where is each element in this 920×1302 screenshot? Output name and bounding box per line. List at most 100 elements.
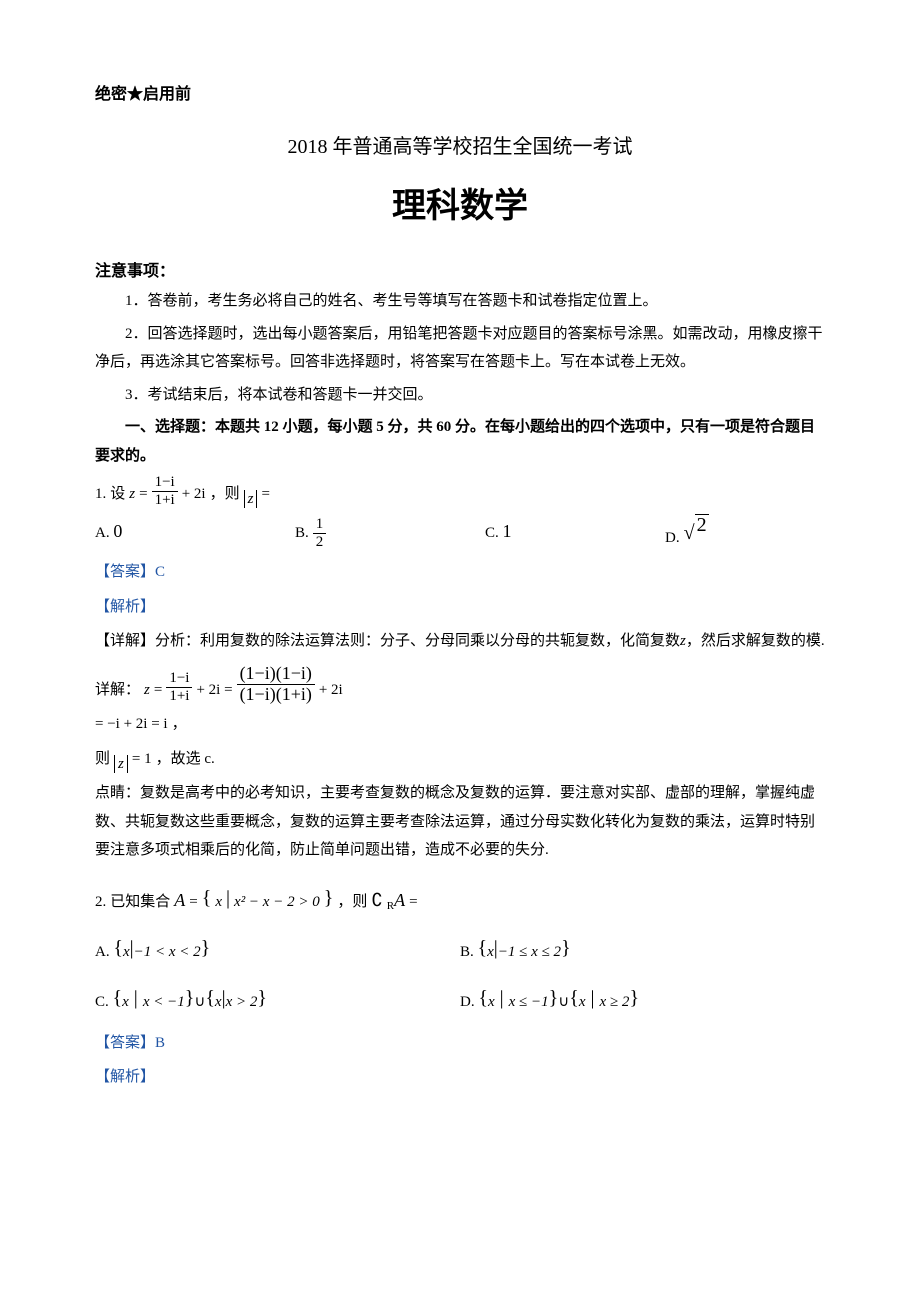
q1-choice-c: C. 1: [485, 514, 665, 552]
q2-x: x: [215, 888, 222, 917]
frac-den: 1+i: [166, 688, 192, 705]
union-icon: ∪: [558, 988, 569, 1017]
brace-close-icon: }: [324, 879, 334, 917]
q1-frac-den: 1+i: [152, 492, 178, 509]
q2-choice-a: A. { x | −1 < x < 2 }: [95, 923, 460, 973]
brace-open-icon: {: [113, 929, 123, 967]
q2-cond: x² − x − 2 > 0: [234, 888, 320, 917]
q2-choice-b: B. { x | −1 ≤ x ≤ 2 }: [460, 923, 825, 973]
section-1-heading: 一、选择题：本题共 12 小题，每小题 5 分，共 60 分。在每小题给出的四个…: [95, 413, 825, 470]
q1-step1: 详解： z = 1−i 1+i + 2i = (1−i)(1−i) (1−i)(…: [95, 664, 825, 705]
choice-label: B.: [460, 938, 474, 967]
q1-frac-num: 1−i: [152, 474, 178, 492]
brace-open-icon: {: [478, 929, 488, 967]
step-z: z: [144, 676, 150, 705]
frac-num: (1−i)(1−i): [237, 664, 315, 685]
step3-lead: 则: [95, 745, 110, 774]
q1-number: 1.: [95, 480, 106, 509]
q2-choice-d: D. { x | x ≤ −1 } ∪ { x | x ≥ 2 }: [460, 973, 825, 1023]
brace-close-icon: }: [549, 979, 559, 1017]
set-cond: −1 < x < 2: [134, 938, 201, 967]
note-3: 3．考试结束后，将本试卷和答题卡一并交回。: [95, 381, 825, 410]
choice-label: A.: [95, 525, 110, 541]
sqrt-icon: √2: [684, 514, 709, 552]
q1-plus: + 2i: [182, 480, 206, 509]
frac-den: (1−i)(1+i): [237, 685, 315, 705]
q1-then: ，则: [210, 480, 240, 509]
set-cond-l: x ≤ −1: [509, 988, 549, 1017]
brace-open-icon: {: [202, 879, 212, 917]
choice-label: D.: [460, 988, 475, 1017]
q1-detail: 【详解】分析：利用复数的除法运算法则：分子、分母同乘以分母的共轭复数，化简复数z…: [95, 627, 825, 656]
choice-frac-num: 1: [313, 516, 327, 534]
step3-absz: z: [114, 755, 128, 773]
exam-title: 理科数学: [95, 174, 825, 239]
step-plus1: + 2i =: [196, 676, 232, 705]
step3-tail: ，故选 c.: [156, 745, 215, 774]
q2-Avar: A: [394, 883, 405, 917]
q1-choice-b: B. 1 2: [295, 514, 485, 552]
exam-subtitle: 2018 年普通高等学校招生全国统一考试: [95, 128, 825, 166]
set-cond-r: x ≥ 2: [600, 988, 630, 1017]
step2-tail: ，: [172, 710, 187, 739]
step-eq: =: [154, 676, 162, 705]
choice-value: 2: [695, 514, 709, 535]
bar-icon: |: [586, 979, 600, 1017]
step-label: 详解：: [95, 676, 140, 705]
brace-open-icon: {: [113, 979, 123, 1017]
step-frac1: 1−i 1+i: [166, 670, 192, 704]
q1-abs-z: z: [244, 490, 258, 508]
choice-label: C.: [485, 525, 499, 541]
q2-A: A: [174, 883, 185, 917]
brace-open-icon: {: [205, 979, 215, 1017]
q1-eq: =: [139, 480, 147, 509]
q2-then: ，则: [337, 888, 367, 917]
q2-eq: =: [189, 888, 197, 917]
bar-icon: |: [129, 979, 143, 1017]
q2-lead: 已知集合: [110, 888, 170, 917]
brace-close-icon: }: [629, 979, 639, 1017]
q1-frac: 1−i 1+i: [152, 474, 178, 508]
set-cond: −1 ≤ x ≤ 2: [498, 938, 561, 967]
step-plus2: + 2i: [319, 676, 343, 705]
notes-label: 注意事项：: [95, 257, 825, 287]
bar-icon: |: [226, 879, 230, 917]
q1-z: z: [129, 480, 135, 509]
brace-open-icon: {: [478, 979, 488, 1017]
set-cond-l: x < −1: [143, 988, 185, 1017]
choice-value: 1: [503, 521, 512, 541]
brace-open-icon: {: [569, 979, 579, 1017]
q1-analysis-label: 【解析】: [95, 593, 825, 622]
choice-label: D.: [665, 524, 680, 553]
q1-choices: A. 0 B. 1 2 C. 1 D. √2: [95, 514, 825, 552]
q2-choices: A. { x | −1 < x < 2 } B. { x | −1 ≤ x ≤ …: [95, 923, 825, 1023]
note-1: 1．答卷前，考生务必将自己的姓名、考生号等填写在答题卡和试卷指定位置上。: [95, 287, 825, 316]
choice-label: B.: [295, 519, 309, 548]
set-x: x: [579, 988, 586, 1017]
set-x: x: [122, 988, 129, 1017]
q1-step2: = −i + 2i = i，: [95, 710, 825, 739]
q1-tail: =: [261, 480, 269, 509]
choice-value: 0: [113, 521, 122, 541]
brace-close-icon: }: [201, 929, 211, 967]
frac-num: 1−i: [166, 670, 192, 688]
detail-tail: ，然后求解复数的模.: [686, 633, 825, 649]
q2-choice-c: C. { x | x < −1 } ∪ { x | x > 2 }: [95, 973, 460, 1023]
q1-lead: 设: [110, 480, 125, 509]
complement-icon: ∁: [371, 883, 382, 917]
step-frac2: (1−i)(1−i) (1−i)(1+i): [237, 664, 315, 705]
confidential-tag: 绝密★启用前: [95, 80, 825, 110]
brace-close-icon: }: [561, 929, 571, 967]
q2-analysis-label: 【解析】: [95, 1063, 825, 1092]
choice-frac-den: 2: [313, 534, 327, 551]
choice-label: C.: [95, 988, 109, 1017]
detail-lead: 【详解】分析：利用复数的除法运算法则：分子、分母同乘以分母的共轭复数，化简复数: [95, 633, 680, 649]
step3-val: = 1: [132, 745, 152, 774]
note-2: 2．回答选择题时，选出每小题答案后，用铅笔把答题卡对应题目的答案标号涂黑。如需改…: [95, 320, 825, 377]
q1-stem: 1. 设 z = 1−i 1+i + 2i ，则 z =: [95, 474, 825, 508]
q1-comment: 点睛：复数是高考中的必考知识，主要考查复数的概念及复数的运算．要注意对实部、虚部…: [95, 779, 825, 865]
q1-step3: 则 z = 1 ，故选 c.: [95, 745, 825, 774]
set-x: x: [488, 988, 495, 1017]
brace-close-icon: }: [257, 979, 267, 1017]
bar-icon: |: [495, 979, 509, 1017]
